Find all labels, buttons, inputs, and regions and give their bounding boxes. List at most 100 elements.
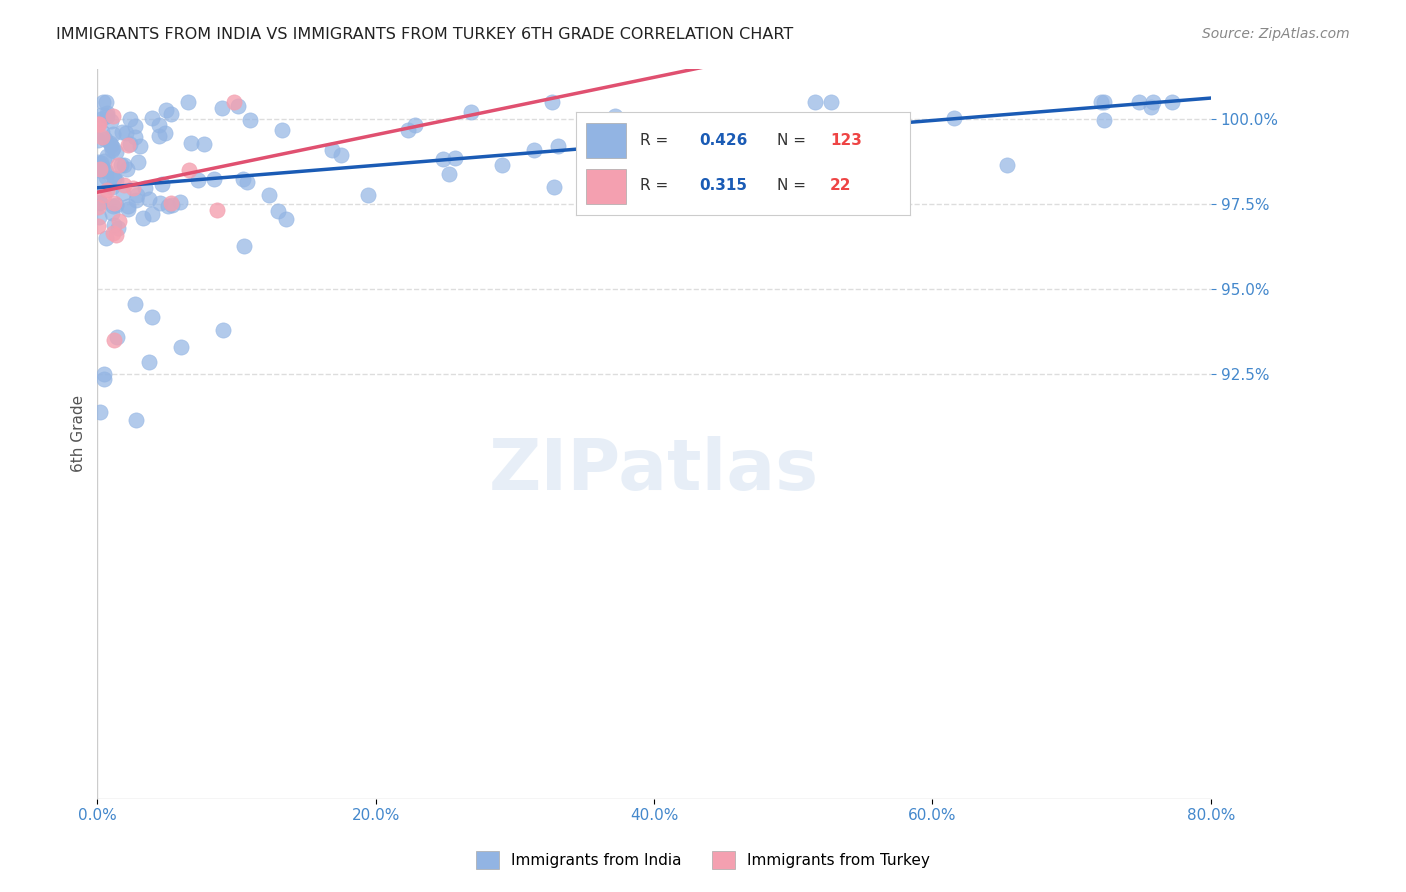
Point [205, 202, 228, 217]
Point [103, 333, 125, 347]
Point [105, 330, 128, 344]
Point [396, 122, 419, 136]
Point [98, 136, 121, 151]
Point [107, 221, 129, 235]
Point [169, 194, 191, 209]
Point [120, 136, 142, 151]
Point [89, 194, 111, 209]
Point [605, 109, 627, 123]
Point [87, 133, 110, 147]
Text: ZIPatlas: ZIPatlas [489, 435, 820, 505]
Point [543, 180, 565, 194]
Point [134, 181, 156, 195]
Point [89, 405, 111, 419]
Point [179, 163, 201, 178]
Point [148, 118, 170, 132]
Point [93, 187, 115, 202]
Point [101, 227, 124, 241]
Point [1140, 99, 1163, 113]
Point [89, 210, 111, 224]
Point [110, 125, 132, 139]
Point [87, 219, 110, 233]
Point [101, 141, 124, 155]
Point [131, 211, 153, 225]
Point [155, 103, 177, 118]
Point [87, 154, 110, 169]
Legend: Immigrants from India, Immigrants from Turkey: Immigrants from India, Immigrants from T… [470, 845, 936, 875]
Point [232, 238, 254, 252]
Point [257, 188, 280, 202]
Point [124, 297, 146, 311]
Point [90, 156, 112, 170]
Text: IMMIGRANTS FROM INDIA VS IMMIGRANTS FROM TURKEY 6TH GRADE CORRELATION CHART: IMMIGRANTS FROM INDIA VS IMMIGRANTS FROM… [56, 27, 793, 42]
Point [943, 111, 966, 125]
Point [87, 163, 110, 178]
Point [804, 95, 827, 110]
Point [125, 413, 148, 427]
Point [111, 186, 134, 200]
Point [443, 151, 465, 165]
Point [110, 158, 132, 172]
Point [404, 118, 426, 132]
Point [103, 172, 125, 186]
Point [357, 188, 380, 202]
Point [226, 99, 249, 113]
Point [103, 196, 125, 211]
Point [101, 198, 124, 212]
Point [93, 153, 115, 168]
Point [128, 139, 150, 153]
Point [141, 310, 163, 324]
Point [107, 214, 129, 228]
Point [91, 125, 114, 139]
Text: Source: ZipAtlas.com: Source: ZipAtlas.com [1202, 27, 1350, 41]
Point [112, 158, 135, 172]
Point [141, 112, 163, 126]
Point [204, 172, 226, 186]
Point [460, 105, 482, 120]
Point [547, 139, 569, 153]
Point [150, 178, 173, 192]
Point [96, 183, 118, 197]
Point [733, 129, 755, 144]
Point [96, 95, 118, 110]
Point [96, 149, 118, 163]
Point [90, 160, 112, 174]
Point [160, 107, 183, 121]
Point [1160, 95, 1182, 110]
Point [93, 367, 115, 381]
Point [89, 196, 111, 211]
Point [180, 136, 202, 150]
Point [125, 193, 148, 207]
Point [117, 137, 139, 152]
Point [211, 101, 233, 115]
Point [89, 117, 111, 131]
Point [160, 198, 183, 212]
Point [437, 167, 460, 181]
Point [193, 136, 215, 151]
Point [117, 162, 139, 177]
Point [93, 163, 115, 178]
Point [1142, 95, 1164, 110]
Point [122, 180, 145, 194]
Point [87, 117, 110, 131]
Point [212, 323, 235, 337]
Point [276, 211, 298, 226]
Point [93, 372, 115, 386]
Point [267, 204, 290, 219]
Point [96, 105, 118, 120]
Point [115, 127, 138, 141]
Point [236, 175, 259, 189]
Point [138, 192, 160, 206]
Point [224, 95, 246, 110]
Point [89, 162, 111, 177]
Point [101, 143, 124, 157]
Point [103, 171, 125, 186]
Point [138, 355, 160, 369]
Point [96, 109, 118, 123]
Point [321, 143, 343, 157]
Point [91, 95, 114, 110]
Point [232, 172, 254, 186]
Y-axis label: 6th Grade: 6th Grade [72, 395, 86, 472]
Point [1090, 95, 1112, 110]
Point [187, 173, 209, 187]
